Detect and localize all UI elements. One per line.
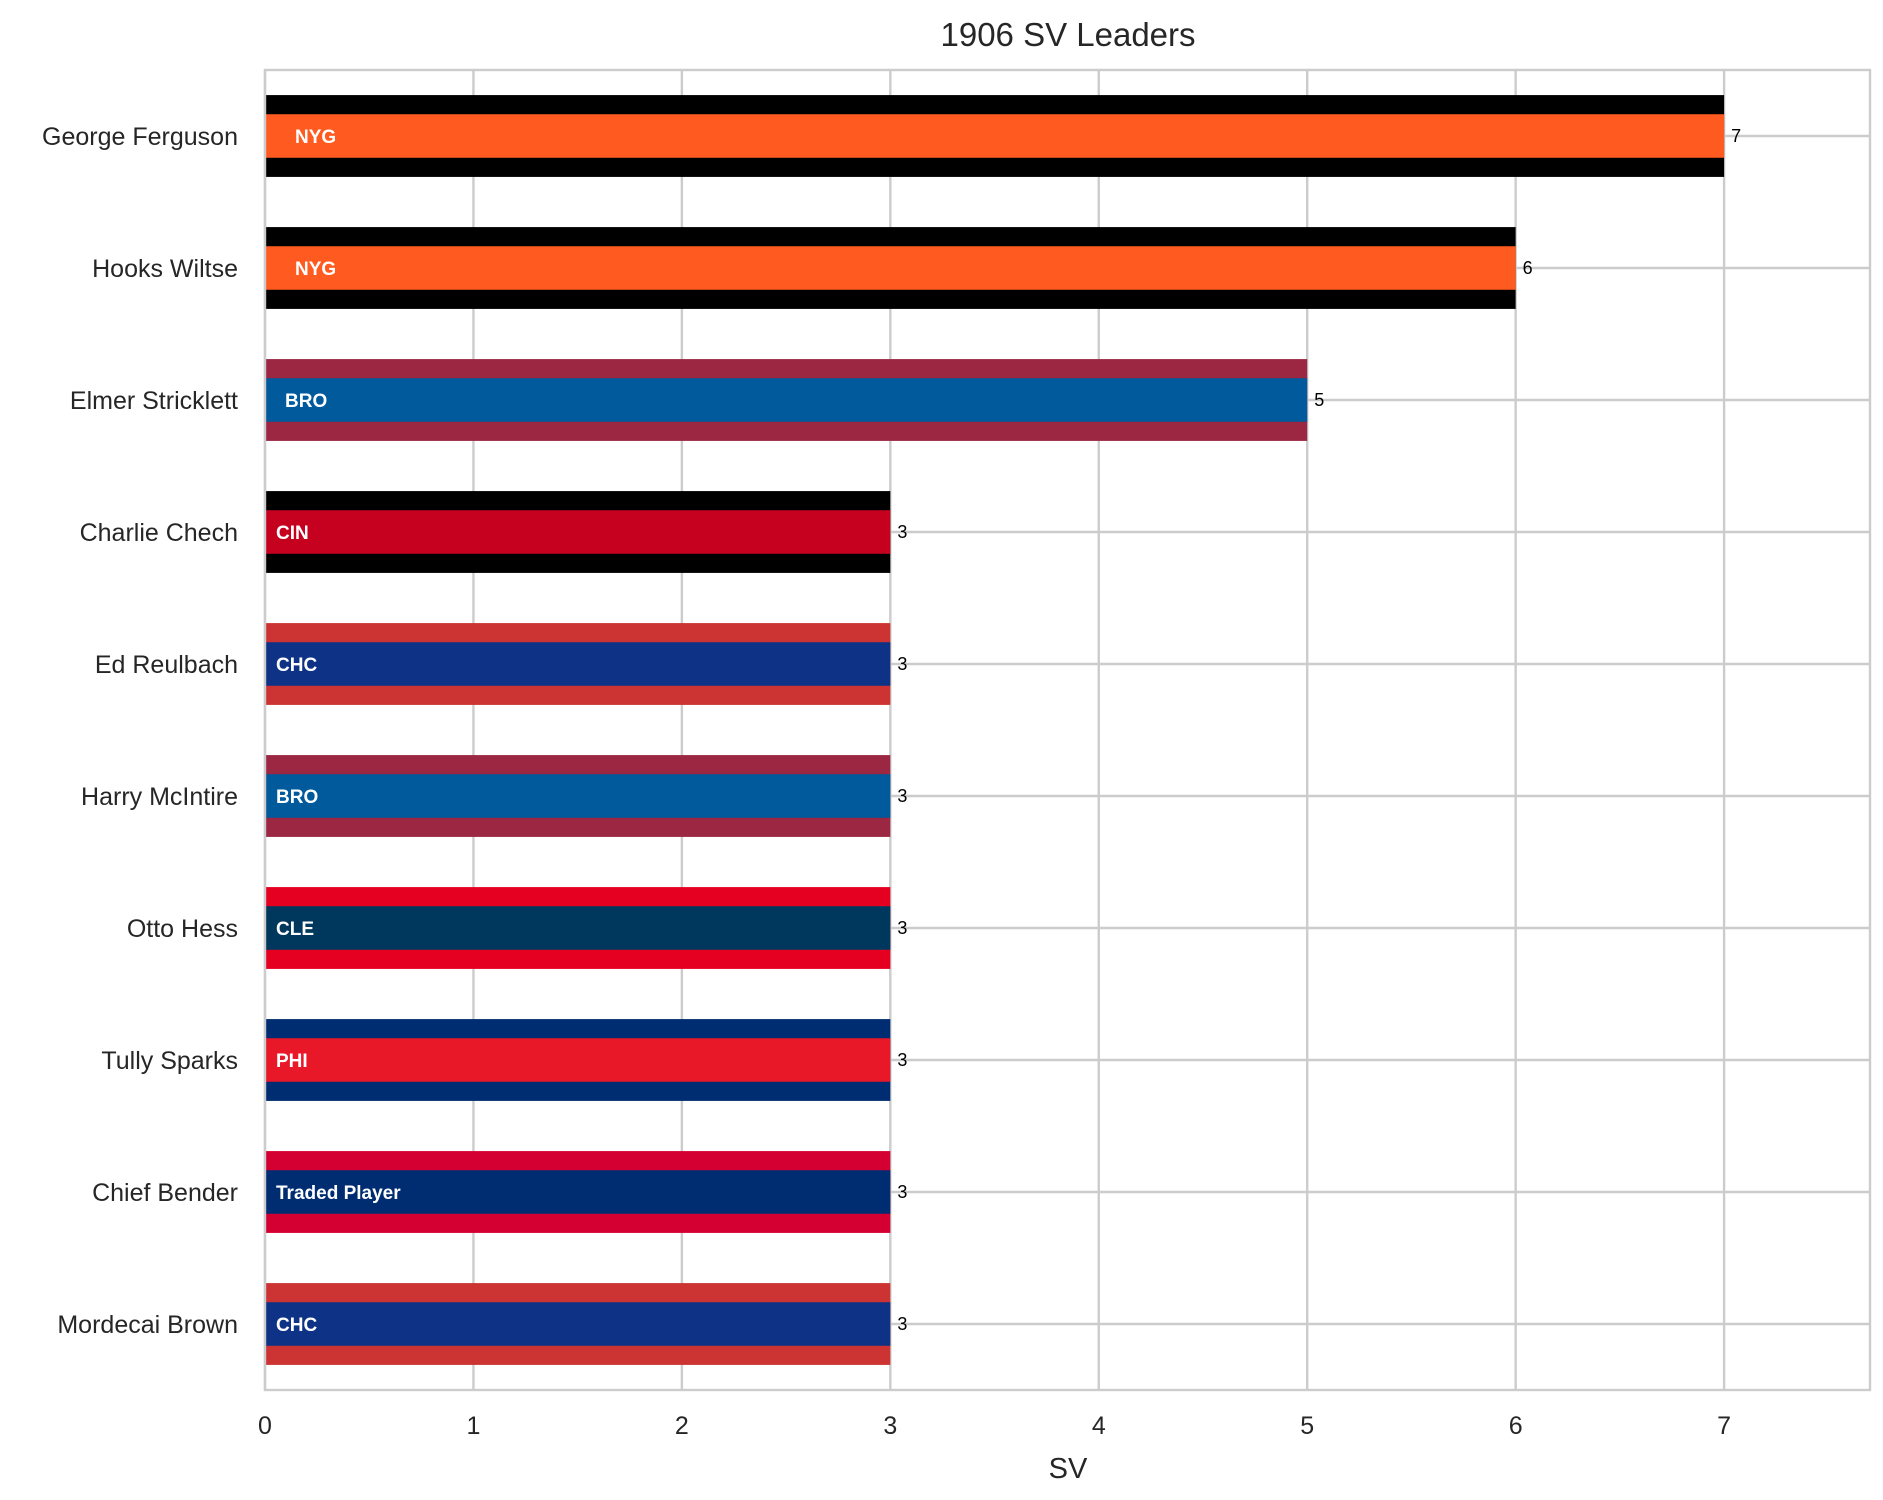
team-label: NYG bbox=[295, 127, 336, 148]
x-tick-label: 7 bbox=[1717, 1412, 1731, 1440]
x-tick-label: 6 bbox=[1509, 1412, 1523, 1440]
team-label: BRO bbox=[285, 391, 327, 412]
bar-inner bbox=[265, 1038, 891, 1082]
team-label: CLE bbox=[276, 919, 314, 940]
y-tick-label: Chief Bender bbox=[92, 1179, 238, 1207]
bar-inner bbox=[265, 1302, 891, 1346]
bar-inner bbox=[265, 642, 891, 686]
value-label: 5 bbox=[1314, 390, 1324, 410]
team-label: PHI bbox=[276, 1051, 308, 1072]
y-tick-label: Otto Hess bbox=[127, 915, 238, 943]
team-label: CHC bbox=[276, 1315, 317, 1336]
value-label: 3 bbox=[897, 522, 907, 542]
bar-inner bbox=[265, 246, 1516, 290]
chart-title: 1906 SV Leaders bbox=[940, 16, 1195, 53]
y-tick-label: Hooks Wiltse bbox=[92, 255, 238, 283]
team-label: CHC bbox=[276, 655, 317, 676]
team-label: NYG bbox=[295, 259, 336, 280]
team-label: Traded Player bbox=[276, 1183, 401, 1204]
value-label: 3 bbox=[897, 1050, 907, 1070]
bar-inner bbox=[265, 510, 891, 554]
y-tick-label: Ed Reulbach bbox=[95, 651, 238, 679]
value-label: 3 bbox=[897, 918, 907, 938]
y-tick-label: George Ferguson bbox=[42, 123, 238, 151]
y-tick-label: Tully Sparks bbox=[101, 1047, 238, 1075]
value-label: 3 bbox=[897, 786, 907, 806]
plot-frame bbox=[263, 68, 1872, 1392]
value-label: 3 bbox=[897, 1182, 907, 1202]
x-axis-label: SV bbox=[1049, 1453, 1088, 1485]
value-label: 6 bbox=[1523, 258, 1533, 278]
x-tick-label: 0 bbox=[258, 1412, 272, 1440]
y-tick-label: Mordecai Brown bbox=[57, 1311, 238, 1339]
team-label: CIN bbox=[276, 523, 309, 544]
value-label: 3 bbox=[897, 1314, 907, 1334]
bar-inner bbox=[265, 906, 891, 950]
x-tick-label: 3 bbox=[883, 1412, 897, 1440]
team-label: BRO bbox=[276, 787, 318, 808]
y-tick-label: Elmer Stricklett bbox=[70, 387, 238, 415]
value-label: 7 bbox=[1731, 126, 1741, 146]
value-label: 3 bbox=[897, 654, 907, 674]
bar-inner bbox=[265, 1170, 891, 1214]
x-tick-label: 4 bbox=[1092, 1412, 1106, 1440]
bars bbox=[265, 95, 1725, 1365]
bar-inner bbox=[265, 378, 1308, 422]
x-tick-label: 2 bbox=[675, 1412, 689, 1440]
y-tick-label: Harry McIntire bbox=[81, 783, 238, 811]
y-tick-label: Charlie Chech bbox=[80, 519, 238, 547]
x-tick-label: 5 bbox=[1300, 1412, 1314, 1440]
x-tick-label: 1 bbox=[466, 1412, 480, 1440]
bar-inner bbox=[265, 114, 1725, 158]
labels: 0 1 2 3 4 5 6 7 NYG 7 George Ferguson NYG 6 Hooks Wil… bbox=[42, 123, 1741, 1440]
bar-inner bbox=[265, 774, 891, 818]
